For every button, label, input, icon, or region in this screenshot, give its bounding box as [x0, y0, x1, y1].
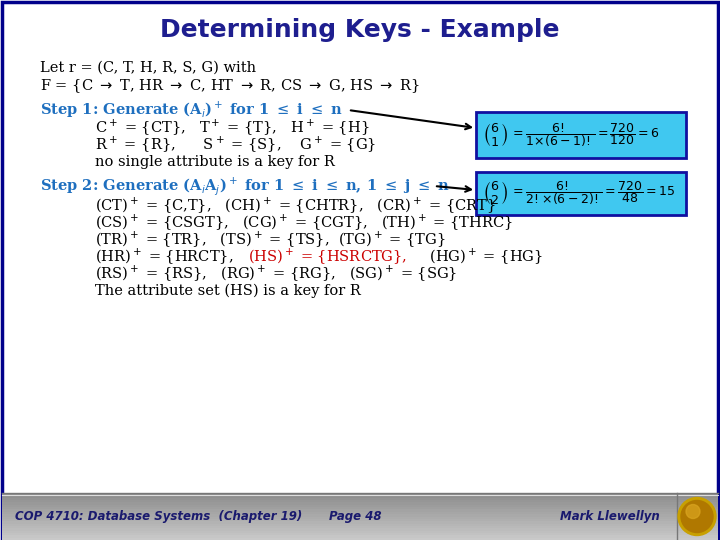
Text: (CS)$^+$ = {CSGT},   (CG)$^+$ = {CGT},   (TH)$^+$ = {THRC}: (CS)$^+$ = {CSGT}, (CG)$^+$ = {CGT}, (TH…	[95, 213, 513, 233]
Bar	[2, 533, 718, 536]
Bar	[2, 512, 718, 515]
Text: (CT)$^+$ = {C,T},   (CH)$^+$ = {CHTR},   (CR)$^+$ = {CRT}: (CT)$^+$ = {C,T}, (CH)$^+$ = {CHTR}, (CR…	[95, 196, 496, 216]
Bar	[2, 516, 718, 519]
Text: (HS)$^+$ = {HSRCTG},: (HS)$^+$ = {HSRCTG},	[248, 247, 408, 267]
Bar	[476, 112, 686, 158]
Text: Step 1: Generate (A$_i$)$^+$ for 1 $\leq$ i $\leq$ n: Step 1: Generate (A$_i$)$^+$ for 1 $\leq…	[40, 100, 343, 120]
Text: (RS)$^+$ = {RS},   (RG)$^+$ = {RG},   (SG)$^+$ = {SG}: (RS)$^+$ = {RS}, (RG)$^+$ = {RG}, (SG)$^…	[95, 264, 457, 284]
Text: Mark Llewellyn: Mark Llewellyn	[560, 510, 660, 523]
Circle shape	[681, 501, 713, 532]
Circle shape	[686, 504, 700, 518]
Text: C$^+$ = {CT},   T$^+$ = {T},   H$^+$ = {H}: C$^+$ = {CT}, T$^+$ = {T}, H$^+$ = {H}	[95, 118, 369, 138]
Text: (HR)$^+$ = {HRCT},: (HR)$^+$ = {HRCT},	[95, 247, 240, 267]
Text: F = {C $\rightarrow$ T, HR $\rightarrow$ C, HT $\rightarrow$ R, CS $\rightarrow$: F = {C $\rightarrow$ T, HR $\rightarrow$…	[40, 77, 420, 95]
Bar	[2, 538, 718, 540]
Text: The attribute set (HS) is a key for R: The attribute set (HS) is a key for R	[95, 284, 361, 298]
Bar	[2, 502, 718, 505]
Text: (TR)$^+$ = {TR},   (TS)$^+$ = {TS},  (TG)$^+$ = {TG}: (TR)$^+$ = {TR}, (TS)$^+$ = {TS}, (TG)$^…	[95, 230, 446, 250]
Bar	[2, 505, 718, 508]
Bar	[2, 526, 718, 529]
Bar	[2, 498, 718, 501]
Bar	[2, 524, 718, 526]
Bar	[2, 514, 718, 517]
Bar	[2, 509, 718, 512]
Bar	[2, 507, 718, 510]
Text: $= \dfrac{6!}{1\!\times\!(6-1)!} = \dfrac{720}{120} = 6$: $= \dfrac{6!}{1\!\times\!(6-1)!} = \dfra…	[510, 121, 660, 149]
Bar	[2, 528, 718, 531]
Text: Let r = (C, T, H, R, S, G) with: Let r = (C, T, H, R, S, G) with	[40, 61, 256, 75]
Text: $\binom{6}{2}$: $\binom{6}{2}$	[482, 179, 508, 206]
Bar	[2, 531, 718, 534]
Text: (HG)$^+$ = {HG}: (HG)$^+$ = {HG}	[420, 247, 543, 267]
Bar	[2, 535, 718, 538]
Text: Step 2: Generate (A$_i$A$_j$)$^+$ for 1 $\leq$ i $\leq$ n, 1 $\leq$ j $\leq$ n: Step 2: Generate (A$_i$A$_j$)$^+$ for 1 …	[40, 175, 450, 197]
Bar	[2, 519, 718, 522]
Text: $= \dfrac{6!}{2!\!\times\!(6-2)!} = \dfrac{720}{48} = 15$: $= \dfrac{6!}{2!\!\times\!(6-2)!} = \dfr…	[510, 179, 675, 207]
Bar	[2, 493, 718, 496]
Text: $\binom{6}{1}$: $\binom{6}{1}$	[482, 122, 508, 148]
Text: Determining Keys - Example: Determining Keys - Example	[161, 18, 559, 42]
Bar	[2, 495, 718, 498]
Text: no single attribute is a key for R: no single attribute is a key for R	[95, 155, 335, 169]
Circle shape	[678, 497, 716, 536]
Bar	[476, 172, 686, 215]
Bar	[2, 500, 718, 503]
Text: R$^+$ = {R},      S$^+$ = {S},    G$^+$ = {G}: R$^+$ = {R}, S$^+$ = {S}, G$^+$ = {G}	[95, 135, 377, 155]
Text: COP 4710: Database Systems  (Chapter 19): COP 4710: Database Systems (Chapter 19)	[15, 510, 302, 523]
Text: Page 48: Page 48	[329, 510, 382, 523]
Bar	[2, 521, 718, 524]
